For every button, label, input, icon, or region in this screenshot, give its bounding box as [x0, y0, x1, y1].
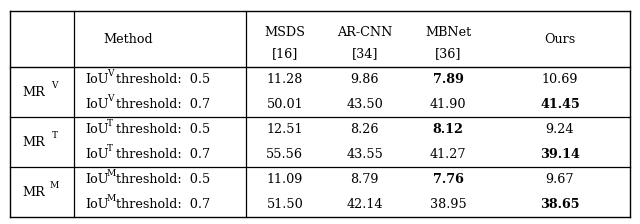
Text: threshold:  0.5: threshold: 0.5 [112, 173, 211, 186]
Text: IoU: IoU [85, 73, 109, 86]
Text: V: V [107, 94, 113, 103]
Text: MSDS: MSDS [264, 26, 305, 39]
Text: 9.67: 9.67 [546, 173, 574, 186]
Text: 41.90: 41.90 [429, 98, 467, 111]
Text: Method: Method [103, 33, 153, 46]
Text: IoU: IoU [85, 198, 109, 211]
Text: 41.27: 41.27 [429, 148, 467, 161]
Text: [36]: [36] [435, 47, 461, 60]
Text: IoU: IoU [85, 123, 109, 136]
Text: 55.56: 55.56 [266, 148, 303, 161]
Text: 8.79: 8.79 [351, 173, 379, 186]
Text: 38.95: 38.95 [429, 198, 467, 211]
Text: M: M [107, 169, 116, 178]
Text: T: T [107, 144, 113, 153]
Text: 50.01: 50.01 [266, 98, 303, 111]
Text: 11.28: 11.28 [267, 73, 303, 86]
Text: AR-CNN: AR-CNN [337, 26, 392, 39]
Text: [16]: [16] [271, 47, 298, 60]
Text: 10.69: 10.69 [541, 73, 579, 86]
Text: 8.26: 8.26 [351, 123, 379, 136]
Text: 7.89: 7.89 [433, 73, 463, 86]
Text: MR: MR [22, 186, 45, 199]
Text: T: T [107, 119, 113, 128]
Text: IoU: IoU [85, 148, 109, 161]
Text: 9.24: 9.24 [546, 123, 574, 136]
Text: MR: MR [22, 136, 45, 149]
Text: threshold:  0.7: threshold: 0.7 [112, 148, 210, 161]
Text: 7.76: 7.76 [433, 173, 463, 186]
Text: 41.45: 41.45 [540, 98, 580, 111]
Text: 43.55: 43.55 [346, 148, 383, 161]
Text: MBNet: MBNet [425, 26, 471, 39]
Text: Ours: Ours [545, 33, 575, 46]
Text: V: V [51, 81, 58, 90]
Text: IoU: IoU [85, 98, 109, 111]
Text: 8.12: 8.12 [433, 123, 463, 136]
Text: threshold:  0.7: threshold: 0.7 [112, 98, 210, 111]
Text: M: M [50, 181, 59, 190]
Text: 12.51: 12.51 [266, 123, 303, 136]
Text: 11.09: 11.09 [267, 173, 303, 186]
Text: MR: MR [22, 86, 45, 99]
Text: 39.14: 39.14 [540, 148, 580, 161]
Text: 43.50: 43.50 [346, 98, 383, 111]
Text: [34]: [34] [351, 47, 378, 60]
Text: IoU: IoU [85, 173, 109, 186]
Text: threshold:  0.5: threshold: 0.5 [112, 123, 211, 136]
Text: threshold:  0.5: threshold: 0.5 [112, 73, 211, 86]
Text: threshold:  0.7: threshold: 0.7 [112, 198, 210, 211]
Text: 42.14: 42.14 [346, 198, 383, 211]
Text: V: V [107, 69, 113, 78]
Text: 51.50: 51.50 [266, 198, 303, 211]
Text: T: T [51, 131, 58, 140]
Text: 9.86: 9.86 [351, 73, 379, 86]
Text: 38.65: 38.65 [540, 198, 580, 211]
Text: M: M [107, 194, 116, 203]
